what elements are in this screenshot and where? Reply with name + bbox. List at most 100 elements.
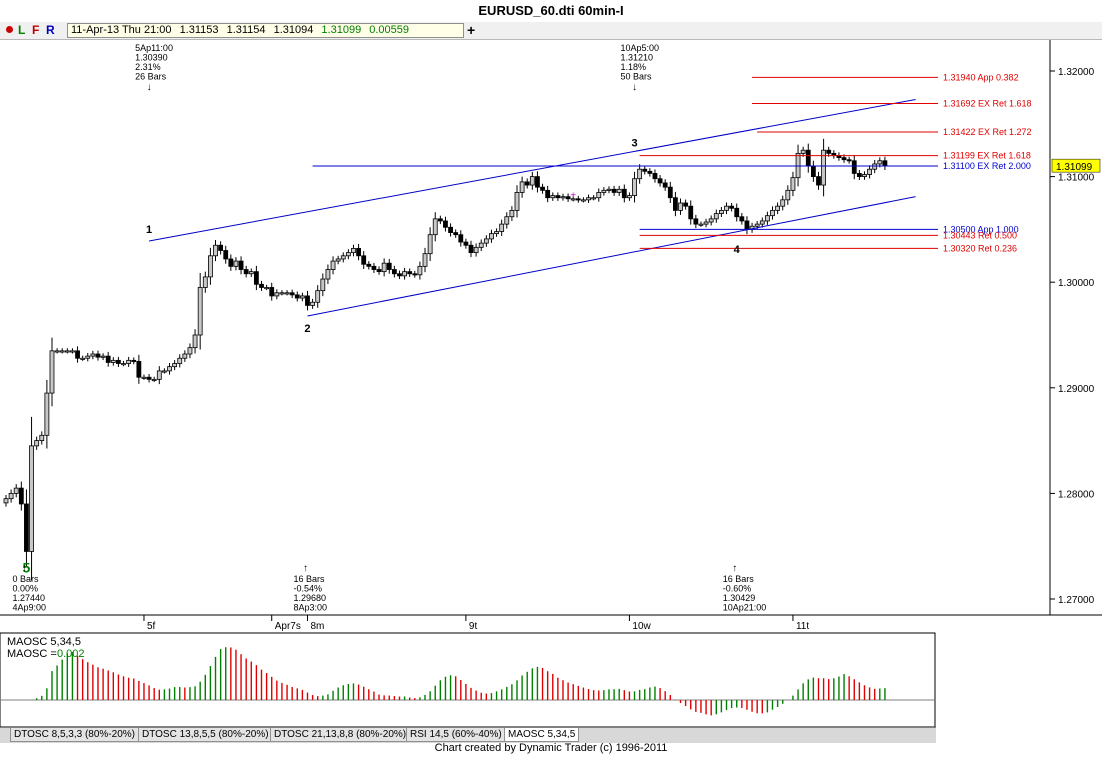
x-tick-label: 10w [632,621,651,632]
candle-body [540,186,545,191]
candle-body [105,355,111,363]
fib-level-label: 1.31692 EX Ret 1.618 [943,99,1032,109]
candle [514,185,520,218]
annotation-line: 10Ap5:00 [621,43,660,53]
candle [361,251,367,269]
oscillator-panel [0,632,936,727]
candle [64,348,70,354]
candle [391,265,397,278]
candle [243,265,249,278]
add-plus-icon[interactable]: + [467,22,476,38]
candle-body [494,231,499,235]
candle-body [565,196,571,200]
candle [233,257,239,271]
candle [775,202,781,215]
candle-body [243,269,249,275]
fib-level-label: 1.31940 App 0.382 [943,72,1019,82]
candle [443,216,448,232]
candle-body [647,170,653,174]
candle-body [141,376,147,379]
candle [422,247,428,273]
candle [519,176,525,198]
candle [744,216,750,235]
price-chart[interactable]: 1.32000 1.31000 1.30000 1.29000 1.28000 1.270… [0,0,1102,727]
candle-body [458,234,464,243]
candle [657,175,663,187]
tab-rsi[interactable]: RSI 14,5 (60%-40%) [406,728,506,742]
annotation-line: 1.30429 [723,593,756,603]
candle [647,168,653,177]
candle-body [218,244,224,251]
candle-body [800,149,806,154]
candle-body [330,260,336,270]
candle [478,239,484,252]
candle [662,179,668,191]
footer-text: Chart created by Dynamic Trader (c) 1996… [434,742,668,754]
toolbar-letter-f[interactable]: F [32,23,40,37]
candle [279,290,285,296]
candle [177,354,183,368]
candle-body [575,198,581,201]
candle [601,187,607,196]
channel-line [148,99,916,242]
annotation-line: 1.31210 [621,53,654,63]
candle-body [407,271,413,275]
tab-maosc[interactable]: MAOSC 5,34,5 [504,728,580,742]
candle-body [299,295,305,299]
record-dot-icon[interactable] [6,26,13,33]
candle [95,350,101,361]
annotation-line: 2.31% [135,62,161,72]
candle-body [586,197,591,201]
quote-high: 1.31154 [226,24,266,36]
candle [345,249,351,260]
candle [274,289,280,300]
candle [351,244,356,257]
candle-body [361,255,367,265]
annotation-arrow: ↑ [732,563,737,574]
candle [141,374,147,380]
candle [105,351,111,367]
candle [172,360,178,371]
candle [448,223,453,237]
candle [253,265,259,291]
candle [310,298,316,309]
candle-body [601,189,607,193]
candle [555,192,561,201]
candle [606,186,612,194]
candle-body [151,378,157,381]
annotation-line: 4Ap9:00 [12,603,46,613]
tab-dtosc-21[interactable]: DTOSC 21,13,8,8 (80%-20%) [270,728,411,742]
candle [335,255,341,265]
toolbar-letter-l[interactable]: L [18,23,26,37]
candle [489,229,494,243]
candle-body [177,357,183,364]
tab-dtosc-8[interactable]: DTOSC 8,5,3,3 (80%-20%) [10,728,139,742]
candle-body [223,250,229,260]
candle [673,191,678,217]
x-tick-label: 8m [310,621,324,632]
candle-body [412,273,418,276]
candle-body [673,197,678,211]
candle-body [131,359,137,362]
candle-body [13,487,19,494]
candle-body [187,347,193,355]
candle-body [3,498,9,504]
candle [110,357,116,366]
candle [846,156,852,164]
candle-body [642,168,648,172]
x-tick-label: 9t [469,621,478,632]
candle-body [269,287,275,297]
tab-dtosc-13[interactable]: DTOSC 13,8,5,5 (80%-20%) [138,728,273,742]
candle [703,218,709,228]
toolbar-letter-r[interactable]: R [46,23,55,37]
candle [795,144,801,187]
candle-body [95,353,101,358]
oscillator-title: MAOSC 5,34,5 [7,636,81,648]
fib-level-label: 1.30320 Ret 0.236 [943,243,1017,253]
candle [167,362,172,375]
candle [207,247,213,285]
candle [821,138,826,197]
candle [49,337,55,407]
candle-body [294,294,300,299]
footer-credit: Chart created by Dynamic Trader (c) 1996… [0,742,1102,757]
